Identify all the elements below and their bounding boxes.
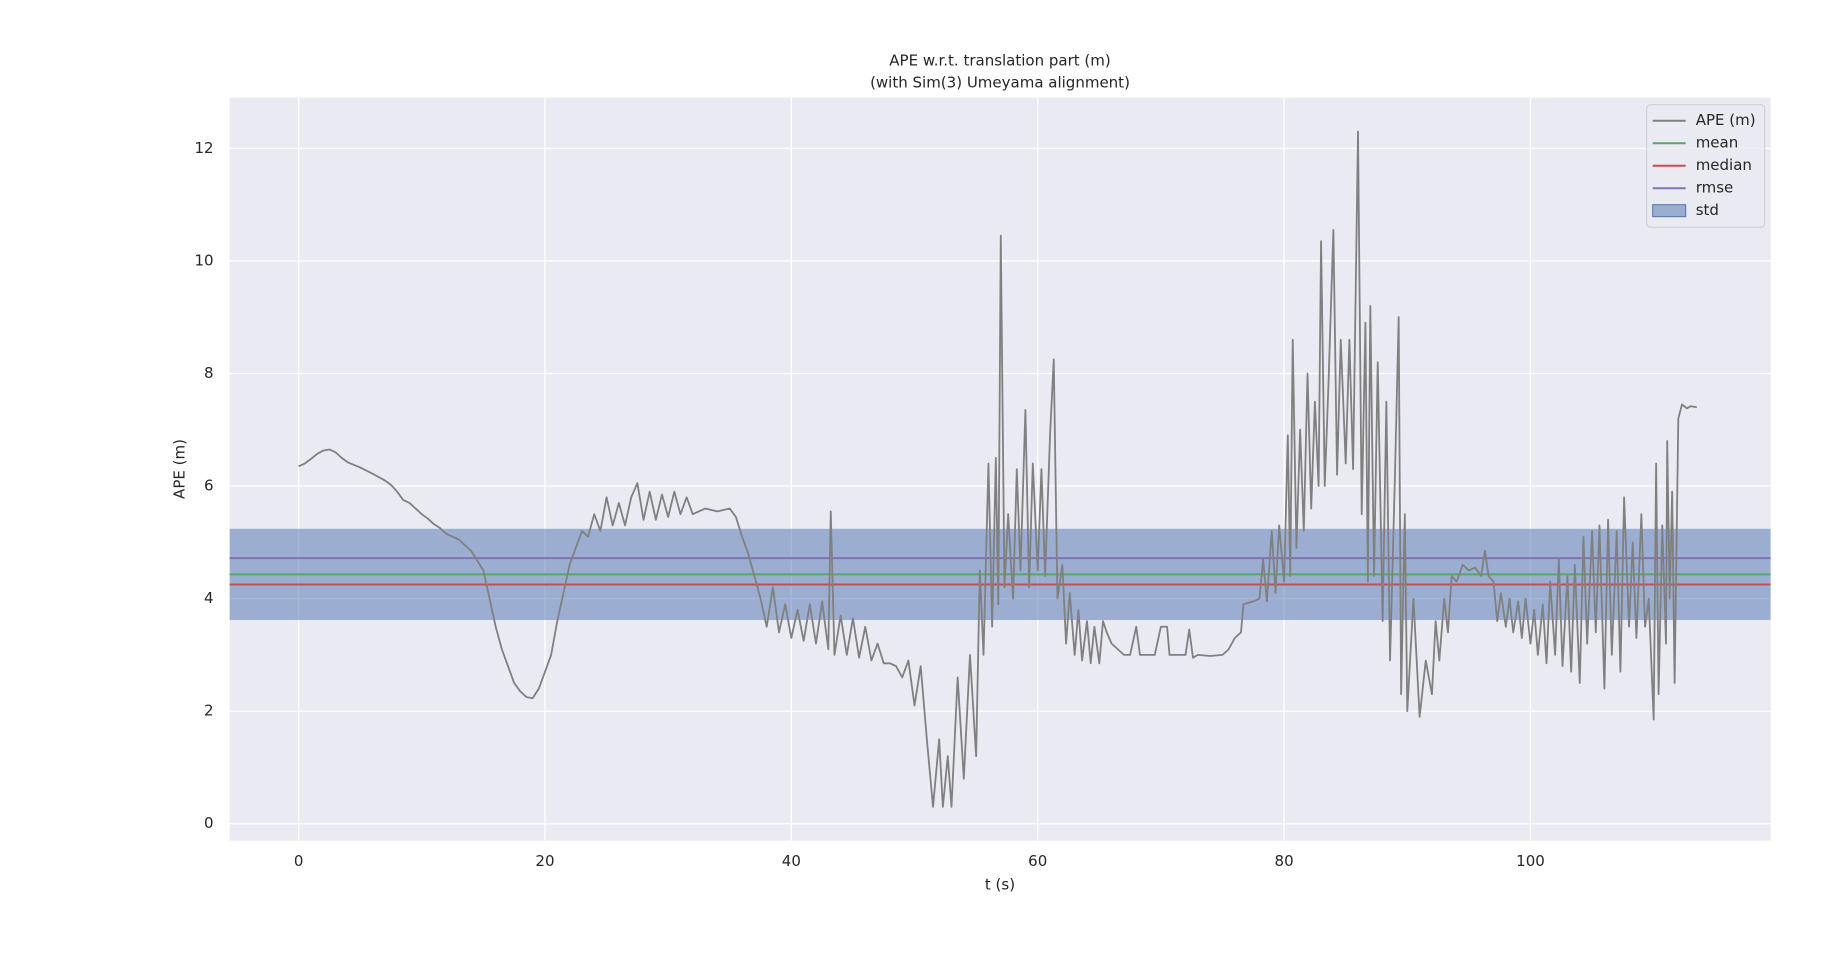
y-tick-label: 0 — [204, 814, 214, 832]
y-tick-label: 12 — [195, 139, 214, 157]
plot-area — [229, 97, 1771, 841]
ape-line — [298, 130, 1697, 808]
legend-label: APE (m) — [1696, 111, 1756, 129]
y-tick-label: 8 — [204, 364, 214, 382]
legend-swatch — [1652, 204, 1687, 218]
chart-subtitle: (with Sim(3) Umeyama alignment) — [870, 74, 1130, 92]
x-tick-label: 0 — [294, 852, 304, 870]
x-axis-label: t (s) — [985, 876, 1015, 894]
y-tick-label: 10 — [195, 251, 214, 269]
x-tick-label: 80 — [1275, 852, 1294, 870]
legend-label: std — [1696, 201, 1719, 219]
y-axis-label: APE (m) — [171, 439, 189, 499]
x-tick-label: 100 — [1516, 852, 1545, 870]
x-tick-label: 20 — [535, 852, 554, 870]
legend-box — [1646, 104, 1766, 228]
y-tick-label: 6 — [204, 477, 214, 495]
legend-label: median — [1696, 156, 1752, 174]
x-tick-label: 40 — [782, 852, 801, 870]
y-tick-label: 4 — [204, 589, 214, 607]
legend-label: mean — [1696, 134, 1739, 152]
chart-title: APE w.r.t. translation part (m) — [889, 52, 1110, 70]
x-tick-label: 60 — [1028, 852, 1047, 870]
y-tick-label: 2 — [204, 702, 214, 720]
legend-label: rmse — [1696, 179, 1734, 197]
